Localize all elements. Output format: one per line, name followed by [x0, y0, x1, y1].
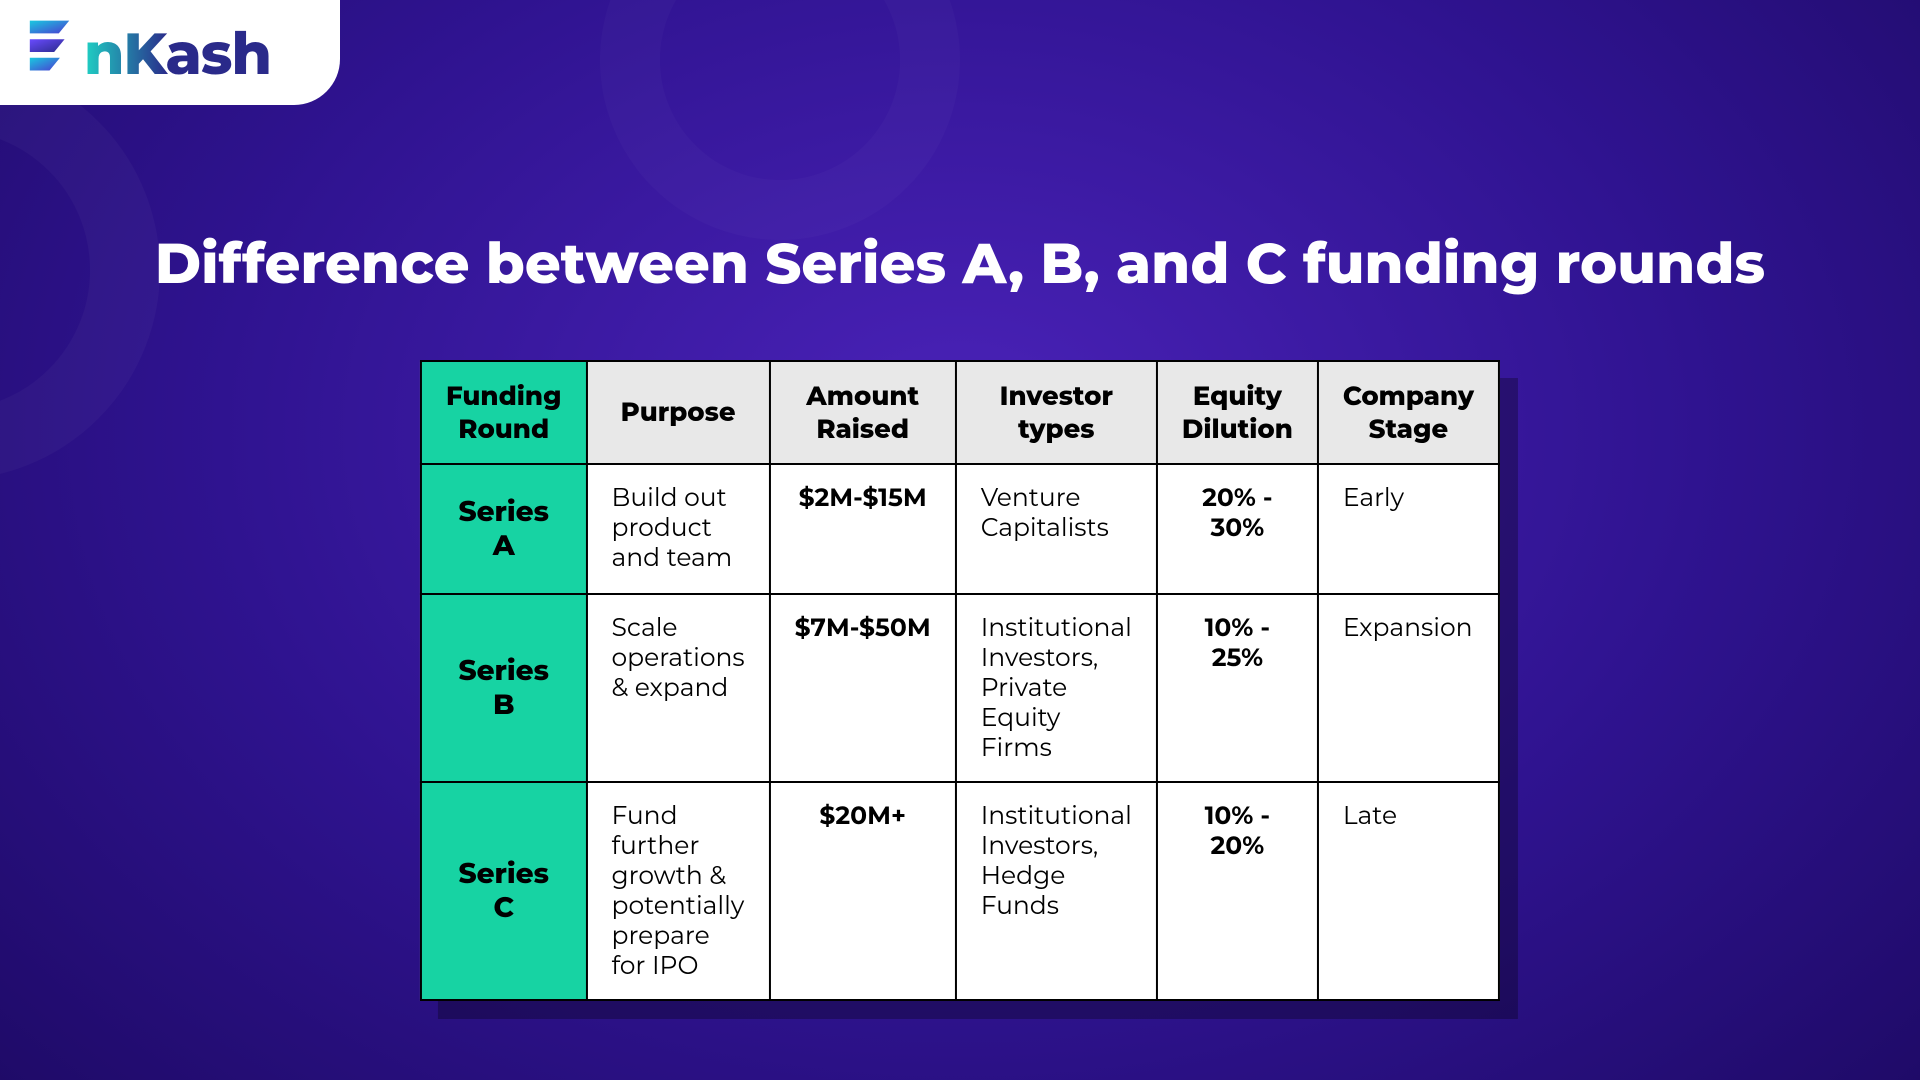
- cell-dilution: 10% - 20%: [1157, 782, 1318, 1000]
- cell-investors: Institutional Investors, Private Equity …: [956, 594, 1157, 782]
- cell-investors: Venture Capitalists: [956, 464, 1157, 594]
- cell-stage: Late: [1318, 782, 1499, 1000]
- cell-purpose: Build out product and team: [587, 464, 770, 594]
- brand-logo-mark-icon: [24, 16, 82, 74]
- cell-investors: Institutional Investors, Hedge Funds: [956, 782, 1157, 1000]
- brand-logo-text: nKash: [84, 18, 271, 89]
- cell-dilution: 10% - 25%: [1157, 594, 1318, 782]
- table-row: Series C Fund further growth & potential…: [421, 782, 1499, 1000]
- col-header-company-stage: Company Stage: [1318, 361, 1499, 464]
- cell-dilution: 20% - 30%: [1157, 464, 1318, 594]
- cell-round: Series C: [421, 782, 587, 1000]
- col-header-investor-types: Investor types: [956, 361, 1157, 464]
- col-header-purpose: Purpose: [587, 361, 770, 464]
- cell-purpose: Fund further growth & potentially prepar…: [587, 782, 770, 1000]
- table-header-row: Funding Round Purpose Amount Raised Inve…: [421, 361, 1499, 464]
- cell-purpose: Scale operations & expand: [587, 594, 770, 782]
- cell-stage: Early: [1318, 464, 1499, 594]
- cell-round: Series A: [421, 464, 587, 594]
- table-row: Series A Build out product and team $2M-…: [421, 464, 1499, 594]
- table-row: Series B Scale operations & expand $7M-$…: [421, 594, 1499, 782]
- funding-comparison-table: Funding Round Purpose Amount Raised Inve…: [420, 360, 1500, 1001]
- cell-amount: $7M-$50M: [770, 594, 956, 782]
- col-header-amount-raised: Amount Raised: [770, 361, 956, 464]
- cell-stage: Expansion: [1318, 594, 1499, 782]
- background-circle: [600, 0, 960, 240]
- brand-logo: nKash: [24, 16, 271, 89]
- cell-round: Series B: [421, 594, 587, 782]
- funding-table-wrapper: Funding Round Purpose Amount Raised Inve…: [420, 360, 1500, 1001]
- cell-amount: $2M-$15M: [770, 464, 956, 594]
- col-header-equity-dilution: Equity Dilution: [1157, 361, 1318, 464]
- brand-logo-badge: nKash: [0, 0, 340, 105]
- cell-amount: $20M+: [770, 782, 956, 1000]
- slide-title: Difference between Series A, B, and C fu…: [0, 230, 1920, 298]
- col-header-funding-round: Funding Round: [421, 361, 587, 464]
